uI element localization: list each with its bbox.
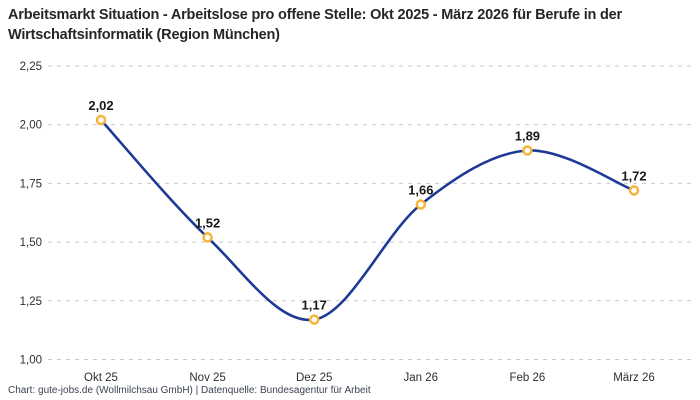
data-point-label: 1,66 xyxy=(408,183,433,198)
y-axis-tick-label: 1,00 xyxy=(20,355,42,367)
y-axis-tick-label: 1,25 xyxy=(20,296,42,308)
chart-source-attribution: Chart: gute-jobs.de (Wollmilchsau GmbH) … xyxy=(8,385,371,396)
data-point-label: 1,17 xyxy=(302,298,327,313)
data-point-marker xyxy=(202,232,213,243)
x-axis-tick-label: Okt 25 xyxy=(84,372,118,384)
x-axis-tick-label: Jan 26 xyxy=(404,372,439,384)
data-point-label: 2,02 xyxy=(88,98,113,113)
y-axis-tick-label: 1,75 xyxy=(20,178,42,190)
data-point-marker xyxy=(522,145,533,156)
y-axis-tick-label: 1,50 xyxy=(20,237,42,249)
y-axis-tick-label: 2,25 xyxy=(20,61,42,73)
x-axis-tick-label: Feb 26 xyxy=(509,372,545,384)
data-point-label: 1,52 xyxy=(195,215,220,230)
data-point-label: 1,89 xyxy=(515,129,540,144)
data-point-marker xyxy=(95,114,107,126)
x-axis-tick-label: Nov 25 xyxy=(189,372,225,384)
trend-line xyxy=(99,118,636,322)
y-axis-tick-label: 2,00 xyxy=(20,120,42,132)
chart-title: Arbeitsmarkt Situation - Arbeitslose pro… xyxy=(8,7,622,43)
x-axis-tick-label: März 26 xyxy=(613,372,655,384)
data-point-marker xyxy=(308,314,320,325)
data-point-label: 1,72 xyxy=(621,168,646,183)
data-point-marker xyxy=(628,185,640,196)
data-point-marker xyxy=(415,199,427,210)
x-axis-tick-label: Dez 25 xyxy=(296,372,332,384)
